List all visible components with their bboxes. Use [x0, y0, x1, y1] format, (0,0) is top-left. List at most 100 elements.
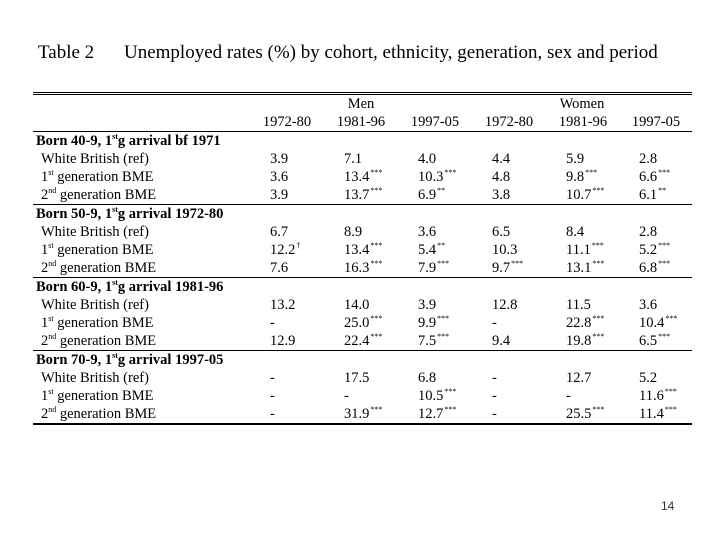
- value-cell: 3.9: [270, 187, 289, 203]
- value-cell: 7.1: [344, 151, 363, 167]
- row-label: 2nd generation BME: [41, 186, 157, 204]
- significance-stars: ***: [370, 259, 383, 268]
- table-title: Table 2 Unemployed rates (%) by cohort, e…: [38, 42, 658, 64]
- value-cell: 4.8: [492, 169, 511, 185]
- significance-stars: ***: [592, 314, 605, 323]
- table-row: 2nd generation BME 12.9 22.4*** 7.5*** 9.4 19…: [33, 332, 692, 351]
- row-label: 1st generation BME: [41, 168, 154, 186]
- value-cell: 17.5: [344, 370, 370, 386]
- value-cell: 5.2: [639, 370, 658, 386]
- value-cell: -: [270, 315, 275, 331]
- value-cell: 12.2†: [270, 241, 301, 259]
- significance-stars: **: [437, 241, 446, 250]
- significance-stars: ***: [664, 405, 677, 414]
- row-label: White British (ref): [41, 370, 149, 386]
- row-label: 1st generation BME: [41, 387, 154, 405]
- value-cell: 10.4***: [639, 314, 678, 332]
- significance-stars: ***: [370, 314, 383, 323]
- value-cell: 11.4***: [620, 405, 692, 425]
- cohort-group-row: Born 40-9, 1stg arrival bf 1971: [33, 132, 692, 151]
- row-label: White British (ref): [41, 151, 149, 167]
- table-row: 1st generation BME 3.6 13.4*** 10.3*** 4.8 9.…: [33, 168, 692, 186]
- significance-stars: ***: [370, 168, 383, 177]
- value-cell: 10.3: [492, 242, 518, 258]
- value-cell: -: [566, 388, 571, 404]
- significance-stars: ***: [658, 168, 671, 177]
- value-cell: 6.1**: [639, 186, 667, 204]
- value-cell: 3.6: [418, 224, 437, 240]
- header-men: Men: [250, 92, 472, 113]
- value-cell: 14.0: [344, 297, 370, 313]
- value-cell: 12.9: [270, 333, 296, 349]
- value-cell: 22.4***: [344, 332, 383, 350]
- table-row: 1st generation BME - 25.0*** 9.9*** - 22.8***…: [33, 314, 692, 332]
- value-cell: 9.7***: [492, 259, 524, 277]
- significance-stars: ***: [444, 168, 457, 177]
- value-cell: 2.8: [639, 224, 658, 240]
- value-cell: 6.8: [418, 370, 437, 386]
- cohort-label: Born 60-9, 1stg arrival 1981-96: [33, 277, 250, 296]
- significance-stars: ***: [370, 241, 383, 250]
- significance-stars: ***: [591, 241, 604, 250]
- table-number: Table 2: [38, 42, 95, 63]
- significance-stars: ***: [592, 332, 605, 341]
- significance-stars: ***: [658, 259, 671, 268]
- significance-stars: ***: [658, 332, 671, 341]
- cohort-group-row: Born 60-9, 1stg arrival 1981-96: [33, 277, 692, 296]
- value-cell: 7.5***: [418, 332, 450, 350]
- row-label: 1st generation BME: [41, 314, 154, 332]
- significance-stars: ***: [370, 405, 383, 414]
- value-cell: 25.0***: [344, 314, 383, 332]
- row-label: 2nd generation BME: [33, 405, 250, 425]
- value-cell: 3.6: [270, 169, 289, 185]
- cohort-group-row: Born 50-9, 1stg arrival 1972-80: [33, 204, 692, 223]
- header-row-periods: 1972-80 1981-96 1997-05 1972-80 1981-96 …: [33, 113, 692, 132]
- value-cell: 3.9: [418, 297, 437, 313]
- value-cell: 5.4**: [418, 241, 446, 259]
- value-cell: 6.9**: [418, 186, 446, 204]
- value-cell: 9.9***: [418, 314, 450, 332]
- significance-stars: ***: [665, 314, 678, 323]
- significance-stars: ***: [437, 332, 450, 341]
- value-cell: 9.4: [492, 333, 511, 349]
- row-label: 1st generation BME: [41, 241, 154, 259]
- table-row: 2nd generation BME 3.9 13.7*** 6.9** 3.8 10.7…: [33, 186, 692, 205]
- table-row: 2nd generation BME 7.6 16.3*** 7.9*** 9.7***…: [33, 259, 692, 278]
- value-cell: 11.1***: [566, 241, 604, 259]
- cohort-group-row: Born 70-9, 1stg arrival 1997-05: [33, 350, 692, 369]
- value-cell: 13.4***: [344, 241, 383, 259]
- row-label: White British (ref): [41, 224, 149, 240]
- table-row: White British (ref) - 17.5 6.8 - 12.7 5.2: [33, 369, 692, 387]
- value-cell: -: [492, 315, 497, 331]
- cohort-label: Born 50-9, 1stg arrival 1972-80: [33, 204, 250, 223]
- value-cell: 8.9: [344, 224, 363, 240]
- value-cell: 12.8: [492, 297, 518, 313]
- value-cell: -: [344, 388, 349, 404]
- value-cell: -: [270, 388, 275, 404]
- period-header: 1997-05: [398, 113, 472, 132]
- value-cell: 3.9: [270, 151, 289, 167]
- value-cell: 4.4: [492, 151, 511, 167]
- value-cell: -: [472, 405, 546, 425]
- value-cell: 9.8***: [566, 168, 598, 186]
- header-row-sex: Men Women: [33, 92, 692, 113]
- significance-stars: ***: [592, 186, 605, 195]
- value-cell: 5.9: [566, 151, 585, 167]
- table-row: 1st generation BME 12.2† 13.4*** 5.4** 10.3 1…: [33, 241, 692, 259]
- table-row: White British (ref) 6.7 8.9 3.6 6.5 8.4 2.8: [33, 223, 692, 241]
- value-cell: 31.9***: [324, 405, 398, 425]
- table-row: 2nd generation BME -31.9*** 12.7*** -25.5**…: [33, 405, 692, 425]
- significance-stars: **: [658, 186, 667, 195]
- value-cell: 11.5: [566, 297, 591, 313]
- significance-stars: ***: [585, 168, 598, 177]
- value-cell: 19.8***: [566, 332, 605, 350]
- unemployment-table: Men Women 1972-80 1981-96 1997-05 1972-8…: [33, 92, 692, 425]
- period-header: 1972-80: [472, 113, 546, 132]
- value-cell: -: [492, 370, 497, 386]
- value-cell: 4.0: [418, 151, 437, 167]
- value-cell: 12.7***: [398, 405, 472, 425]
- significance-stars: ***: [437, 259, 450, 268]
- value-cell: 13.7***: [344, 186, 383, 204]
- significance-stars: **: [437, 186, 446, 195]
- header-women: Women: [472, 92, 692, 113]
